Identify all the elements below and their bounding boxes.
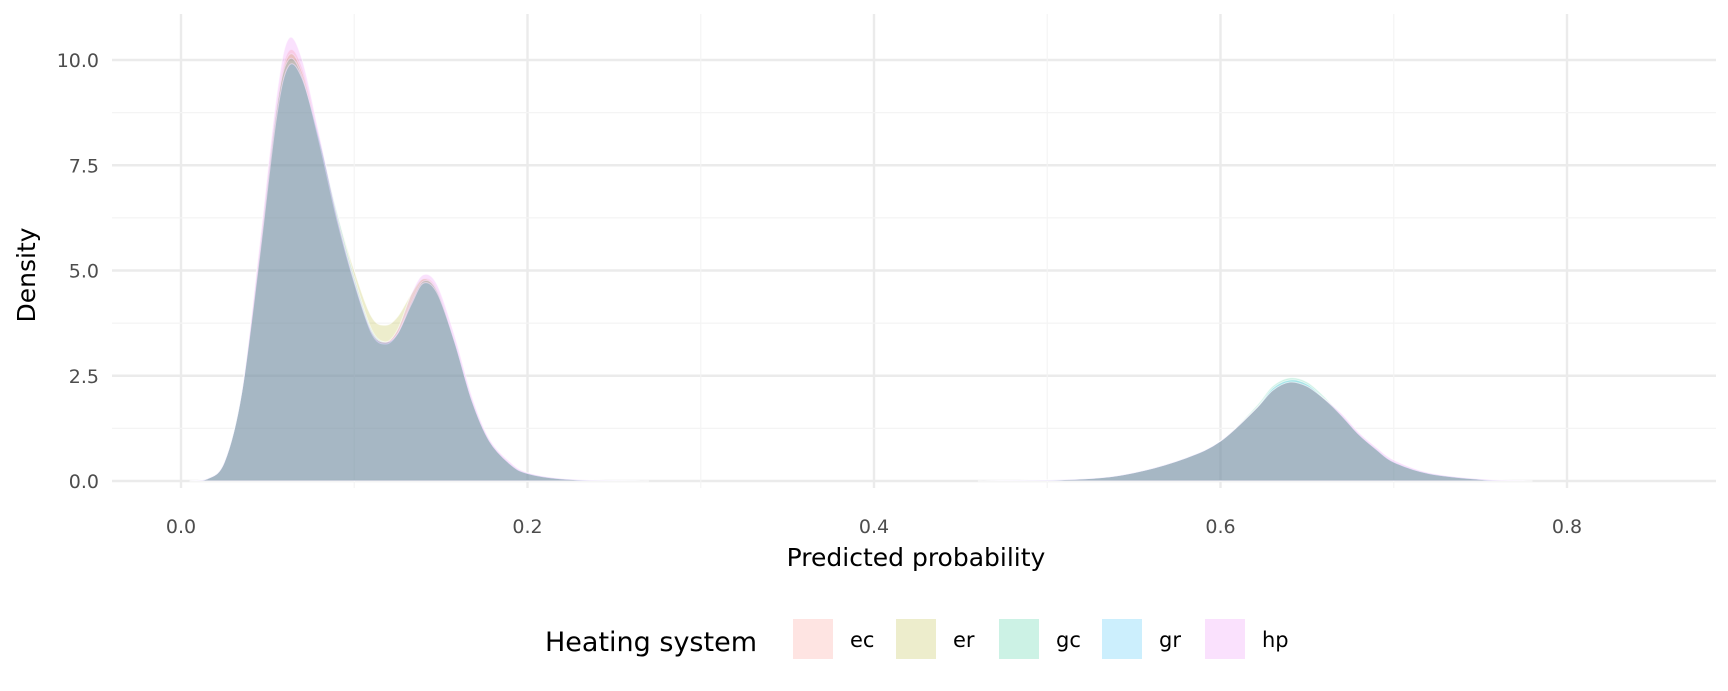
x-tick-label: 0.6 (1205, 516, 1235, 538)
y-tick-label: 10.0 (57, 50, 99, 72)
legend-item-gr: gr (1102, 619, 1181, 659)
x-axis-ticks: 0.0 0.2 0.4 0.6 0.8 (166, 516, 1582, 538)
legend-label-gr: gr (1159, 628, 1181, 652)
legend-label-er: er (953, 628, 975, 652)
legend-key-hp (1205, 619, 1245, 659)
x-axis-title: Predicted probability (787, 543, 1046, 572)
legend-label-hp: hp (1262, 628, 1289, 652)
density-series-hp (189, 36, 1533, 482)
legend-items: ec er gc gr hp (793, 619, 1289, 659)
y-tick-label: 5.0 (69, 261, 99, 283)
x-tick-label: 0.0 (166, 516, 196, 538)
legend-key-gc (999, 619, 1039, 659)
grid (112, 14, 1716, 488)
legend-label-gc: gc (1056, 628, 1081, 652)
legend-label-ec: ec (850, 628, 874, 652)
density-area-gr-left (189, 63, 649, 482)
x-tick-label: 0.4 (859, 516, 889, 538)
x-tick-label: 0.2 (512, 516, 542, 538)
y-tick-label: 0.0 (69, 471, 99, 493)
legend: Heating system ec er gc gr hp (545, 619, 1289, 659)
legend-item-gc: gc (999, 619, 1081, 659)
legend-item-hp: hp (1205, 619, 1289, 659)
density-area-hp-right (977, 381, 1533, 482)
y-axis-ticks: 0.0 2.5 5.0 7.5 10.0 (57, 50, 99, 493)
legend-key-gr (1102, 619, 1142, 659)
x-tick-label: 0.8 (1552, 516, 1582, 538)
y-tick-label: 7.5 (69, 155, 99, 177)
legend-key-er (896, 619, 936, 659)
legend-item-er: er (896, 619, 975, 659)
legend-title: Heating system (545, 627, 757, 658)
y-tick-label: 2.5 (69, 366, 99, 388)
density-areas (189, 36, 1533, 482)
legend-key-ec (793, 619, 833, 659)
density-area-hp-left (189, 36, 649, 482)
y-axis-title: Density (12, 227, 41, 322)
legend-item-ec: ec (793, 619, 874, 659)
